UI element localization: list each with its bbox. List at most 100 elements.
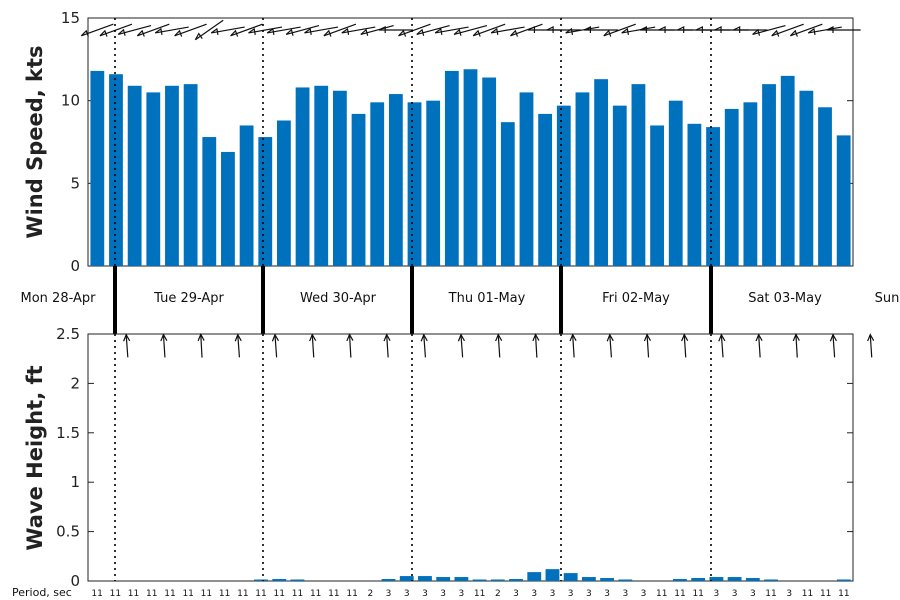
- wave-bar: [399, 576, 414, 581]
- wind-bar: [538, 113, 553, 266]
- wind-direction-arrow: [434, 26, 469, 34]
- wind-bar: [482, 77, 497, 267]
- wave-direction-arrow: [162, 334, 166, 358]
- wave-bar: [727, 577, 742, 581]
- wind-bar: [295, 87, 310, 266]
- wave-y-tick-label: 1: [70, 473, 80, 491]
- period-label: 3: [440, 589, 446, 599]
- wind-bar: [351, 113, 366, 266]
- wind-direction-arrow: [195, 19, 224, 41]
- wind-bar: [258, 137, 273, 266]
- wind-arrow-head: [527, 25, 536, 34]
- wind-arrow-head: [807, 27, 816, 35]
- wind-bar: [444, 70, 459, 266]
- wave-direction-arrow: [720, 334, 724, 358]
- wind-bar: [594, 79, 609, 266]
- wave-plot-frame: [87, 333, 854, 582]
- day-label: Tue 29-Apr: [153, 291, 224, 306]
- wind-bar: [202, 137, 217, 266]
- wave-direction-arrow: [609, 334, 613, 358]
- wind-bar: [575, 92, 590, 267]
- wind-bar: [612, 105, 627, 266]
- wave-bar: [673, 579, 687, 581]
- wind-bar: [631, 84, 646, 266]
- period-label: 3: [786, 589, 792, 599]
- period-label: 11: [310, 589, 321, 599]
- wave-direction-arrow: [869, 334, 873, 358]
- period-label: 3: [622, 589, 628, 599]
- period-label: 11: [838, 589, 849, 599]
- wind-direction-arrow: [248, 26, 283, 34]
- wind-bar: [556, 105, 571, 266]
- period-label: 11: [110, 589, 121, 599]
- wind-bar: [407, 102, 422, 266]
- wind-arrow-head: [752, 28, 761, 36]
- wave-arrow-head: [681, 333, 689, 342]
- wave-direction-arrow: [423, 334, 427, 358]
- wind-bar: [650, 125, 664, 266]
- wave-direction-arrow: [832, 334, 836, 358]
- period-label: 11: [820, 589, 831, 599]
- wave-direction-arrow: [795, 334, 798, 358]
- wind-bar: [146, 92, 161, 267]
- wave-direction-arrow: [274, 334, 278, 358]
- wind-bar: [109, 74, 123, 266]
- wave-arrow-head: [160, 333, 168, 342]
- period-label: 3: [641, 589, 647, 599]
- wave-bar: [691, 578, 706, 581]
- wind-bar: [388, 94, 403, 266]
- wind-arrow-head: [771, 29, 780, 37]
- wave-direction-arrow: [534, 334, 538, 358]
- period-label: 3: [513, 589, 519, 599]
- wave-bar: [618, 579, 633, 581]
- wind-direction-arrow: [790, 23, 823, 37]
- wind-arrow-head: [677, 25, 685, 34]
- wind-y-tick-label: 0: [70, 257, 80, 275]
- wind-arrow-head: [603, 29, 612, 37]
- wind-direction-arrow: [118, 25, 152, 35]
- wind-direction-arrow: [285, 25, 320, 35]
- wind-bar: [221, 151, 235, 266]
- period-label: 3: [750, 589, 756, 599]
- period-label: 11: [146, 589, 157, 599]
- wind-direction-arrow: [81, 23, 114, 37]
- wave-bar: [418, 576, 432, 581]
- wave-bar: [381, 579, 396, 581]
- wind-direction-arrow: [323, 23, 357, 37]
- wave-bar: [527, 572, 542, 581]
- wind-arrow-head: [453, 28, 462, 36]
- period-label: 11: [692, 589, 703, 599]
- period-label: 3: [604, 589, 610, 599]
- wind-arrow-head: [230, 29, 239, 37]
- wave-arrow-head: [532, 333, 540, 342]
- period-label: 2: [495, 589, 501, 599]
- wind-direction-arrow: [808, 26, 842, 34]
- wave-arrow-head: [383, 333, 391, 342]
- wave-bar: [764, 579, 778, 581]
- wind-arrow-head: [398, 29, 407, 37]
- wind-arrow-head: [80, 29, 89, 37]
- wave-y-tick-label: 1.5: [56, 424, 80, 442]
- wind-bar: [519, 92, 534, 267]
- wind-speed-y-axis-title: Wind Speed, kts: [23, 45, 47, 238]
- period-label: 2: [367, 589, 373, 599]
- wind-direction-arrow: [137, 23, 170, 37]
- wave-arrow-head: [495, 333, 503, 342]
- wind-arrow-head: [174, 29, 183, 37]
- wave-arrow-head: [123, 333, 131, 342]
- period-label: 3: [568, 589, 574, 599]
- period-label: 11: [656, 589, 667, 599]
- period-label: 11: [292, 589, 303, 599]
- wave-bar: [509, 579, 523, 581]
- wave-bar: [581, 577, 596, 581]
- wave-bar: [745, 578, 760, 581]
- period-label: 11: [201, 589, 212, 599]
- period-axis-title: Period, sec: [12, 586, 72, 599]
- wind-arrow-head: [99, 29, 108, 37]
- period-label: 3: [404, 589, 410, 599]
- wind-direction-arrow: [398, 23, 431, 37]
- wind-direction-arrow: [565, 26, 600, 34]
- wind-bar: [706, 127, 720, 267]
- wave-arrow-head: [346, 333, 354, 342]
- wave-bar: [563, 573, 578, 581]
